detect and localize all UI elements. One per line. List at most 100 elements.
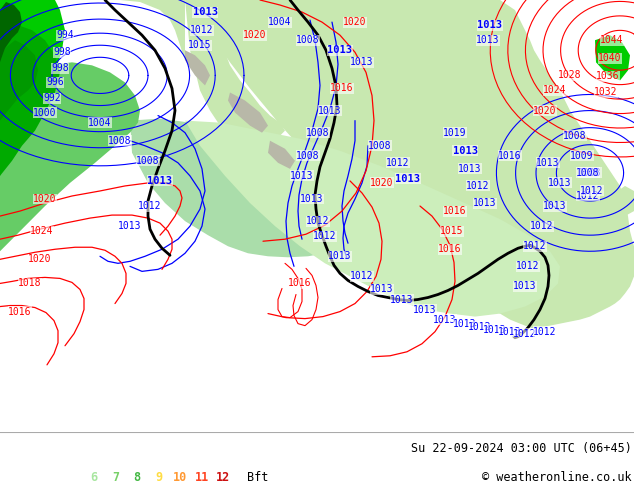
Text: 1012: 1012 [313,231,337,241]
Text: 1012: 1012 [576,191,600,201]
Text: 1020: 1020 [29,254,52,264]
Polygon shape [598,186,634,231]
Text: 1012: 1012 [523,241,547,251]
Text: 1040: 1040 [598,53,622,63]
Text: 1016: 1016 [330,83,354,94]
Polygon shape [0,2,22,62]
Text: 1008: 1008 [578,168,602,178]
Text: 1012: 1012 [469,321,492,332]
Text: 992: 992 [43,94,61,103]
Text: 1020: 1020 [533,105,557,116]
Text: 1013: 1013 [328,251,352,261]
Text: 1012: 1012 [466,181,489,191]
Text: 1012: 1012 [190,25,214,35]
Text: 1013: 1013 [473,198,497,208]
Text: 1012: 1012 [514,329,537,339]
Text: 1013: 1013 [370,285,394,294]
Text: 998: 998 [53,47,71,57]
Polygon shape [130,119,362,257]
Polygon shape [185,50,210,85]
Text: 1004: 1004 [268,17,292,27]
Text: 1020: 1020 [343,17,366,27]
Text: 1013: 1013 [119,221,142,231]
Text: 998: 998 [51,63,69,74]
Text: 11: 11 [195,471,209,484]
Text: 1013: 1013 [290,171,314,181]
Text: 6: 6 [90,471,98,484]
Polygon shape [185,0,285,151]
Text: 1028: 1028 [559,71,582,80]
Text: 1013: 1013 [498,327,522,337]
Text: Su 22-09-2024 03:00 UTC (06+45): Su 22-09-2024 03:00 UTC (06+45) [411,442,631,455]
Text: 1012: 1012 [516,261,540,271]
Text: 1013: 1013 [301,194,324,204]
Text: 7: 7 [112,471,119,484]
Text: 1004: 1004 [88,118,112,127]
Text: 1008: 1008 [296,151,320,161]
Text: 1019: 1019 [443,128,467,138]
Text: 1024: 1024 [30,226,54,236]
Text: 1008: 1008 [368,141,392,151]
Text: 1008: 1008 [136,156,160,166]
Text: 1013: 1013 [148,176,172,186]
Text: 1016: 1016 [498,151,522,161]
Text: 1036: 1036 [596,72,620,81]
Text: 1013: 1013 [453,146,477,156]
Text: 1013: 1013 [453,318,477,329]
Polygon shape [0,25,60,176]
Text: 1013: 1013 [350,57,374,67]
Text: 994: 994 [56,30,74,40]
Text: 1020: 1020 [33,194,57,204]
Text: 1013: 1013 [433,315,456,324]
Text: 1013: 1013 [318,105,342,116]
Text: 1012: 1012 [350,271,374,281]
Polygon shape [0,0,65,176]
Text: © weatheronline.co.uk: © weatheronline.co.uk [482,471,631,484]
Text: 8: 8 [133,471,141,484]
Text: 1032: 1032 [594,88,618,98]
Text: 1013: 1013 [483,325,507,335]
Text: 12: 12 [216,471,230,484]
Text: 1012: 1012 [533,327,557,337]
Text: 1015: 1015 [440,226,463,236]
Text: 1016: 1016 [438,244,462,254]
Polygon shape [268,141,295,169]
Polygon shape [185,121,560,317]
Text: 1012: 1012 [580,186,604,196]
Text: 10: 10 [173,471,187,484]
Text: 1012: 1012 [530,221,553,231]
Text: 1000: 1000 [33,108,57,118]
Text: 1015: 1015 [188,40,212,50]
Text: 1008: 1008 [108,136,132,146]
Polygon shape [185,0,634,329]
Text: 1018: 1018 [18,278,42,289]
Text: 1008: 1008 [296,35,320,45]
Text: 1013: 1013 [543,201,567,211]
Text: 1013: 1013 [193,7,217,17]
Text: 1012: 1012 [306,216,330,226]
Text: 1020: 1020 [370,178,394,188]
Polygon shape [228,93,268,133]
Text: 1020: 1020 [243,30,267,40]
Polygon shape [0,0,185,60]
Text: 1013: 1013 [458,164,482,174]
Text: 1008: 1008 [576,168,600,178]
Text: 1016: 1016 [443,206,467,216]
Text: 1012: 1012 [386,158,410,168]
Text: 996: 996 [46,77,64,87]
Text: 1012: 1012 [138,201,162,211]
Text: 9: 9 [155,471,162,484]
Text: 1016: 1016 [8,307,32,317]
Text: 1024: 1024 [543,85,567,96]
Polygon shape [0,62,140,251]
Text: 1013: 1013 [413,305,437,315]
Text: 1016: 1016 [288,278,312,289]
Text: 1008: 1008 [306,128,330,138]
Polygon shape [595,35,630,80]
Text: 1013: 1013 [548,178,572,188]
Text: 1013: 1013 [514,281,537,292]
Text: 1013: 1013 [536,158,560,168]
Text: 1013: 1013 [396,174,420,184]
Text: 1013: 1013 [328,45,353,55]
Text: Bft: Bft [247,471,269,484]
